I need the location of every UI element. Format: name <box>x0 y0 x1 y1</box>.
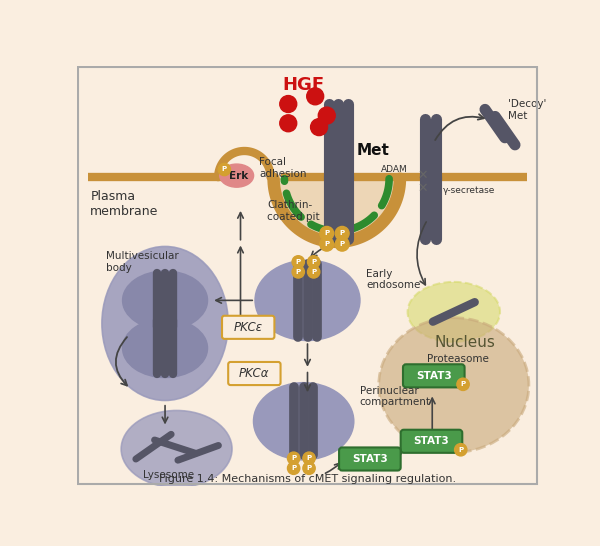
Text: Early
endosome: Early endosome <box>366 269 421 290</box>
Circle shape <box>318 107 335 124</box>
Circle shape <box>311 118 328 135</box>
Circle shape <box>308 256 320 268</box>
Polygon shape <box>218 151 271 177</box>
Text: P: P <box>340 230 345 236</box>
FancyBboxPatch shape <box>228 362 281 385</box>
Text: P: P <box>340 241 345 247</box>
Circle shape <box>287 452 300 465</box>
Text: P: P <box>307 465 311 471</box>
Text: P: P <box>291 465 296 471</box>
Text: P: P <box>460 381 466 387</box>
Text: Proteasome: Proteasome <box>427 354 488 364</box>
Text: STAT3: STAT3 <box>416 371 452 381</box>
Ellipse shape <box>102 246 228 400</box>
Ellipse shape <box>255 260 360 340</box>
FancyBboxPatch shape <box>401 430 462 453</box>
Ellipse shape <box>123 319 208 377</box>
Text: Multivesicular
body: Multivesicular body <box>106 251 179 272</box>
Circle shape <box>280 96 297 112</box>
Text: Erk: Erk <box>229 171 248 181</box>
Circle shape <box>292 256 304 268</box>
Text: P: P <box>458 447 463 453</box>
Text: PKCα: PKCα <box>239 367 269 380</box>
Text: P: P <box>311 259 316 265</box>
Circle shape <box>308 266 320 278</box>
Circle shape <box>280 115 297 132</box>
Ellipse shape <box>220 164 254 187</box>
Text: Lysosome: Lysosome <box>143 470 194 480</box>
Text: P: P <box>296 259 301 265</box>
Text: Clathrin-
coated pit: Clathrin- coated pit <box>268 200 320 222</box>
Circle shape <box>320 237 334 251</box>
Text: Met: Met <box>357 143 389 158</box>
Text: P: P <box>324 230 329 236</box>
Ellipse shape <box>121 411 232 488</box>
Circle shape <box>455 443 467 456</box>
FancyBboxPatch shape <box>222 316 274 339</box>
Text: 'Decoy'
Met: 'Decoy' Met <box>508 99 546 121</box>
Text: STAT3: STAT3 <box>352 454 388 464</box>
Circle shape <box>218 163 230 176</box>
Text: ✕: ✕ <box>418 182 428 195</box>
Text: PKCε: PKCε <box>233 321 263 334</box>
Text: Nucleus: Nucleus <box>435 335 496 350</box>
Ellipse shape <box>254 383 354 460</box>
Polygon shape <box>274 179 400 242</box>
Text: HGF: HGF <box>283 76 325 94</box>
Ellipse shape <box>407 282 500 342</box>
Text: Focal
adhesion: Focal adhesion <box>259 157 307 179</box>
Circle shape <box>307 88 323 105</box>
Text: STAT3: STAT3 <box>413 436 449 446</box>
Text: P: P <box>324 241 329 247</box>
Text: P: P <box>307 455 311 461</box>
Text: ✕: ✕ <box>418 169 428 182</box>
FancyBboxPatch shape <box>339 447 401 471</box>
Circle shape <box>457 378 469 390</box>
Circle shape <box>287 462 300 474</box>
Circle shape <box>335 227 349 240</box>
Circle shape <box>335 237 349 251</box>
Ellipse shape <box>123 271 208 330</box>
Circle shape <box>292 266 304 278</box>
Text: Perinuclear
compartment: Perinuclear compartment <box>360 386 431 407</box>
Text: P: P <box>311 269 316 275</box>
FancyBboxPatch shape <box>403 364 464 387</box>
Circle shape <box>303 462 315 474</box>
Ellipse shape <box>379 318 529 453</box>
Text: P: P <box>296 269 301 275</box>
Text: P: P <box>222 167 227 173</box>
Circle shape <box>303 452 315 465</box>
Text: Figure 1.4: Mechanisms of cMET signaling regulation.: Figure 1.4: Mechanisms of cMET signaling… <box>159 473 456 484</box>
Text: Plasma
membrane: Plasma membrane <box>91 190 159 218</box>
Text: P: P <box>291 455 296 461</box>
Text: ADAM: ADAM <box>381 165 407 174</box>
Text: γ-secretase: γ-secretase <box>443 186 496 195</box>
Circle shape <box>320 227 334 240</box>
